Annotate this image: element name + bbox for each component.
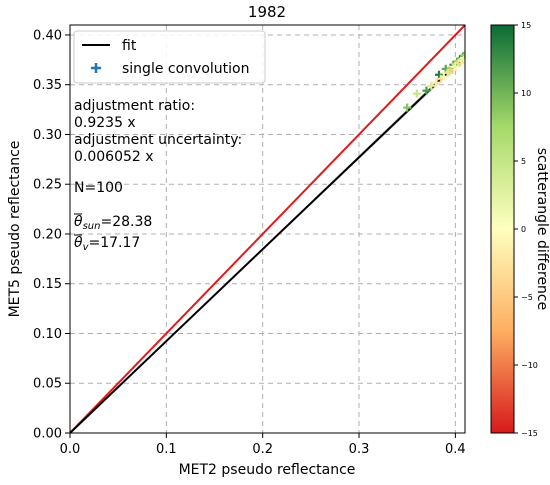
- y-tick-label: 0.05: [33, 377, 62, 392]
- y-axis-label: MET5 pseudo reflectance: [7, 141, 23, 318]
- theta-sun-label: θsun=28.38: [74, 214, 152, 232]
- identity-line: [70, 25, 465, 433]
- legend-marker-swatch: [91, 63, 101, 73]
- annotation-line: 0.006052 x: [74, 149, 154, 165]
- annotation-line: 0.9235 x: [74, 115, 136, 131]
- x-axis-label: MET2 pseudo reflectance: [179, 462, 356, 478]
- annotation-line: adjustment ratio:: [74, 98, 195, 114]
- legend-box: [73, 30, 266, 84]
- scatter-point: [461, 50, 465, 59]
- plot-frame: [69, 24, 466, 434]
- scatter-point: [422, 86, 431, 95]
- scatter-point: [432, 78, 441, 87]
- y-tick-label: 0.10: [33, 327, 62, 342]
- legend-fit-label: fit: [122, 38, 137, 54]
- fit-line: [70, 55, 465, 433]
- x-tick-label: 0.0: [60, 442, 81, 457]
- y-tick-label: 0.25: [33, 178, 62, 193]
- y-tick-label: 0.15: [33, 277, 62, 292]
- colorbar-tick-label: 15: [521, 21, 531, 30]
- scatter-point: [427, 81, 436, 90]
- x-axis-ticks: 0.0 0.1 0.2 0.3 0.4: [60, 433, 466, 457]
- colorbar-tick-label: −15: [521, 429, 538, 438]
- y-tick-label: 0.20: [33, 227, 62, 242]
- legend-marker-label: single convolution: [122, 61, 249, 77]
- theta-v-value: 17.17: [100, 235, 140, 251]
- colorbar-ticks: −15 −10 −5 0 5 10 15: [514, 21, 538, 438]
- legend: fit single convolution: [73, 30, 266, 84]
- scatter-point: [403, 103, 412, 112]
- theta-sun-value: 28.38: [112, 214, 152, 230]
- colorbar-label: scatterangle difference: [534, 148, 550, 311]
- theta-v-label: θv=17.17: [74, 235, 140, 253]
- colorbar-tick-label: −5: [521, 293, 533, 302]
- scatter-point: [439, 72, 448, 81]
- x-tick-label: 0.1: [156, 442, 177, 457]
- colorbar-tick-label: −10: [521, 361, 538, 370]
- y-tick-label: 0.40: [33, 28, 62, 43]
- colorbar-tick-label: 10: [521, 89, 531, 98]
- colorbar-tick-label: 5: [521, 157, 526, 166]
- scatter-point: [412, 89, 421, 98]
- scatter-points: [403, 50, 465, 112]
- annotation: adjustment ratio: 0.9235 x adjustment un…: [74, 98, 242, 253]
- chart-title: 1982: [248, 3, 286, 21]
- x-tick-label: 0.4: [445, 442, 466, 457]
- y-tick-label: 0.35: [33, 78, 62, 93]
- plot-area: [70, 25, 465, 433]
- y-tick-label: 0.00: [33, 427, 62, 442]
- x-tick-label: 0.2: [252, 442, 273, 457]
- colorbar-tick-label: 0: [521, 225, 526, 234]
- y-axis-ticks: 0.00 0.05 0.10 0.15 0.20 0.25 0.30 0.35 0.40: [33, 28, 70, 442]
- x-tick-label: 0.3: [349, 442, 370, 457]
- annotation-line: adjustment uncertainty:: [74, 132, 242, 148]
- y-tick-label: 0.30: [33, 128, 62, 143]
- colorbar: [490, 24, 515, 434]
- annotation-line: N=100: [74, 180, 123, 196]
